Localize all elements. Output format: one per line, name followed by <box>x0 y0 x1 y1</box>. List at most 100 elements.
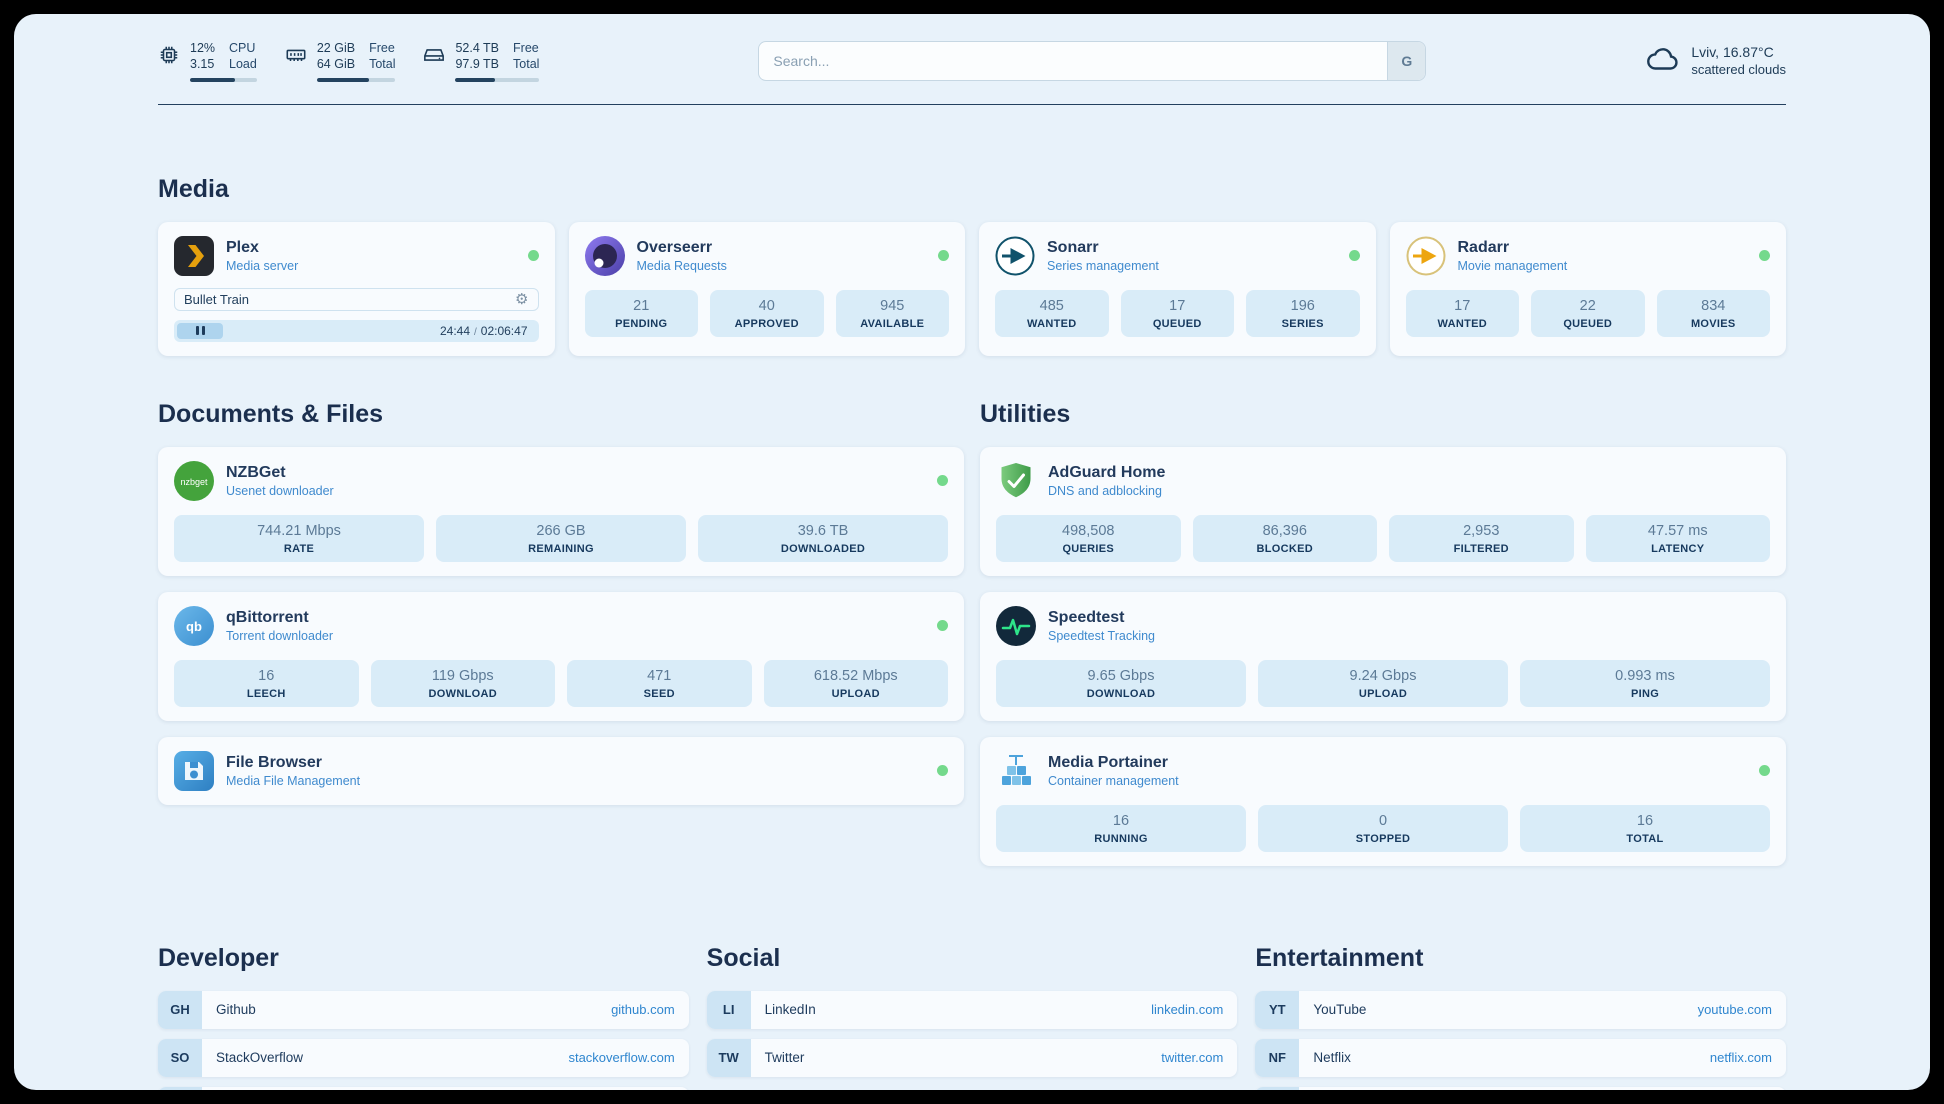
cpu-stat: 12% 3.15 CPU Load <box>158 40 257 82</box>
bookmark-netflix[interactable]: NF Netflix netflix.com <box>1255 1038 1786 1077</box>
service-card-nzbget[interactable]: nzbget NZBGet Usenet downloader 744.21 M… <box>158 446 964 576</box>
ram-total-value: 64 GiB <box>316 57 356 72</box>
disk-free-value: 52.4 TB <box>455 41 500 55</box>
ram-usage-bar <box>316 77 396 82</box>
gear-icon[interactable]: ⚙ <box>515 290 529 308</box>
status-dot <box>1759 250 1770 261</box>
service-card-adguard[interactable]: AdGuard Home DNS and adblocking 498,508 Q… <box>980 446 1786 576</box>
stat-value: 945 <box>880 297 905 314</box>
service-card-qbittorrent[interactable]: qb qBittorrent Torrent downloader 16 LEEC… <box>158 591 964 721</box>
cpu-percent: 12% <box>190 41 216 55</box>
top-bar: 12% 3.15 CPU Load <box>158 40 1786 82</box>
bookmark-domain: stackoverflow.com <box>568 1050 675 1065</box>
bookmark-stackoverflow[interactable]: SO StackOverflow stackoverflow.com <box>158 1038 689 1077</box>
bookmark-badge: YT <box>1255 990 1300 1029</box>
stat-box: 945 AVAILABLE <box>835 289 949 337</box>
bookmark-github[interactable]: GH Github github.com <box>158 990 689 1029</box>
status-dot <box>937 475 948 486</box>
sonarr-icon <box>995 236 1035 276</box>
portainer-icon <box>996 751 1036 791</box>
radarr-icon <box>1406 236 1446 276</box>
stat-label: REMAINING <box>528 542 594 555</box>
stat-box: 39.6 TB DOWNLOADED <box>698 514 948 562</box>
service-card-sonarr[interactable]: Sonarr Series management 485 WANTED 17 QUE… <box>979 221 1376 356</box>
stat-label: PING <box>1630 687 1660 700</box>
bookmark-dev[interactable]: DT DEV dev.to <box>158 1086 689 1090</box>
stat-label: UPLOAD <box>1358 687 1408 700</box>
bookmark-badge: SO <box>158 1038 202 1077</box>
bookmark-column-entertainment: Entertainment YT YouTube youtube.com NF … <box>1255 944 1786 1090</box>
stat-value: 0.993 ms <box>1615 667 1675 684</box>
bookmark-twitter[interactable]: TW Twitter twitter.com <box>706 1038 1238 1077</box>
service-card-filebrowser[interactable]: File Browser Media File Management <box>158 736 964 805</box>
search-input[interactable] <box>759 41 1388 80</box>
bookmark-badge: NF <box>1255 1038 1300 1077</box>
search-engine-button[interactable]: G <box>1387 41 1426 80</box>
service-name: Radarr <box>1457 238 1510 256</box>
service-card-portainer[interactable]: Media Portainer Container management 16 R… <box>980 736 1786 866</box>
cloud-icon <box>1645 43 1681 78</box>
utilities-column: Utilities AdGuard Home DNS and adblockin… <box>980 400 1786 882</box>
stat-box: 0.993 ms PING <box>1520 659 1770 707</box>
bookmark-reddit[interactable]: RE Reddit reddit.com <box>1255 1086 1786 1090</box>
bookmark-badge: LI <box>706 990 751 1029</box>
stat-box: 2,953 FILTERED <box>1389 514 1574 562</box>
stat-value: 9.65 Gbps <box>1087 667 1155 684</box>
system-stats: 12% 3.15 CPU Load <box>158 40 540 82</box>
qbittorrent-icon-text: qb <box>186 619 202 634</box>
bookmark-linkedin[interactable]: LI LinkedIn linkedin.com <box>706 990 1238 1029</box>
disk-usage-fill <box>455 77 495 82</box>
stat-label: RUNNING <box>1094 832 1148 845</box>
disk-icon <box>423 40 445 66</box>
search-bar: G <box>758 40 1427 81</box>
stat-value: 834 <box>1701 297 1726 314</box>
stat-label: UPLOAD <box>831 687 880 700</box>
stat-label: QUEUED <box>1152 317 1202 330</box>
weather-location-temp: Lviv, 16.87°C <box>1691 43 1774 60</box>
stat-label: DOWNLOADED <box>780 542 866 555</box>
filebrowser-icon <box>174 750 214 791</box>
service-card-plex[interactable]: Plex Media server Bullet Train ⚙ 24:44 / <box>158 221 555 356</box>
stat-box: 196 SERIES <box>1246 289 1360 337</box>
time-separator: / <box>474 326 477 338</box>
bookmark-name: Netflix <box>1313 1050 1351 1065</box>
ram-free-value: 22 GiB <box>316 41 356 55</box>
stat-value: 21 <box>633 297 650 314</box>
service-card-speedtest[interactable]: Speedtest Speedtest Tracking 9.65 Gbps DO… <box>980 591 1786 721</box>
service-name: Overseerr <box>636 238 713 256</box>
stat-box: 485 WANTED <box>995 289 1109 337</box>
stat-value: 17 <box>1454 297 1471 314</box>
bookmark-column-social: Social LI LinkedIn linkedin.com TW Twitt… <box>706 944 1238 1091</box>
stat-label: FILTERED <box>1453 542 1509 555</box>
stat-value: 2,953 <box>1463 522 1500 539</box>
bookmark-domain: github.com <box>611 1002 675 1017</box>
stat-value: 119 Gbps <box>431 667 494 684</box>
stat-value: 40 <box>758 297 775 314</box>
adguard-icon <box>996 461 1036 501</box>
stat-value: 16 <box>1636 812 1654 829</box>
pause-button[interactable] <box>177 322 223 339</box>
service-subtitle: DNS and adblocking <box>1048 483 1162 498</box>
bookmark-domain: linkedin.com <box>1151 1002 1224 1017</box>
bookmark-badge: TW <box>706 1038 751 1077</box>
stat-box: 0 STOPPED <box>1258 804 1508 852</box>
service-card-overseerr[interactable]: Overseerr Media Requests 21 PENDING 40 APP… <box>568 221 965 356</box>
stat-value: 9.24 Gbps <box>1349 667 1417 684</box>
service-name: AdGuard Home <box>1048 463 1166 481</box>
stat-box: 266 GB REMAINING <box>436 514 686 562</box>
stat-box: 9.65 Gbps DOWNLOAD <box>996 659 1246 707</box>
stat-box: 16 TOTAL <box>1520 804 1770 852</box>
plex-icon <box>174 235 214 276</box>
service-name: Plex <box>226 238 259 256</box>
bookmark-badge: GH <box>158 990 202 1029</box>
stat-value: 618.52 Mbps <box>813 667 898 684</box>
stat-box: 16 RUNNING <box>996 804 1246 852</box>
service-card-radarr[interactable]: Radarr Movie management 17 WANTED 22 QUEUE… <box>1389 221 1786 356</box>
stat-label: AVAILABLE <box>860 317 925 330</box>
stat-box: 47.57 ms LATENCY <box>1585 514 1770 562</box>
bookmark-youtube[interactable]: YT YouTube youtube.com <box>1255 990 1786 1029</box>
service-subtitle: Torrent downloader <box>226 628 334 643</box>
bookmark-domain: youtube.com <box>1697 1002 1772 1017</box>
stat-label: QUERIES <box>1062 542 1115 555</box>
